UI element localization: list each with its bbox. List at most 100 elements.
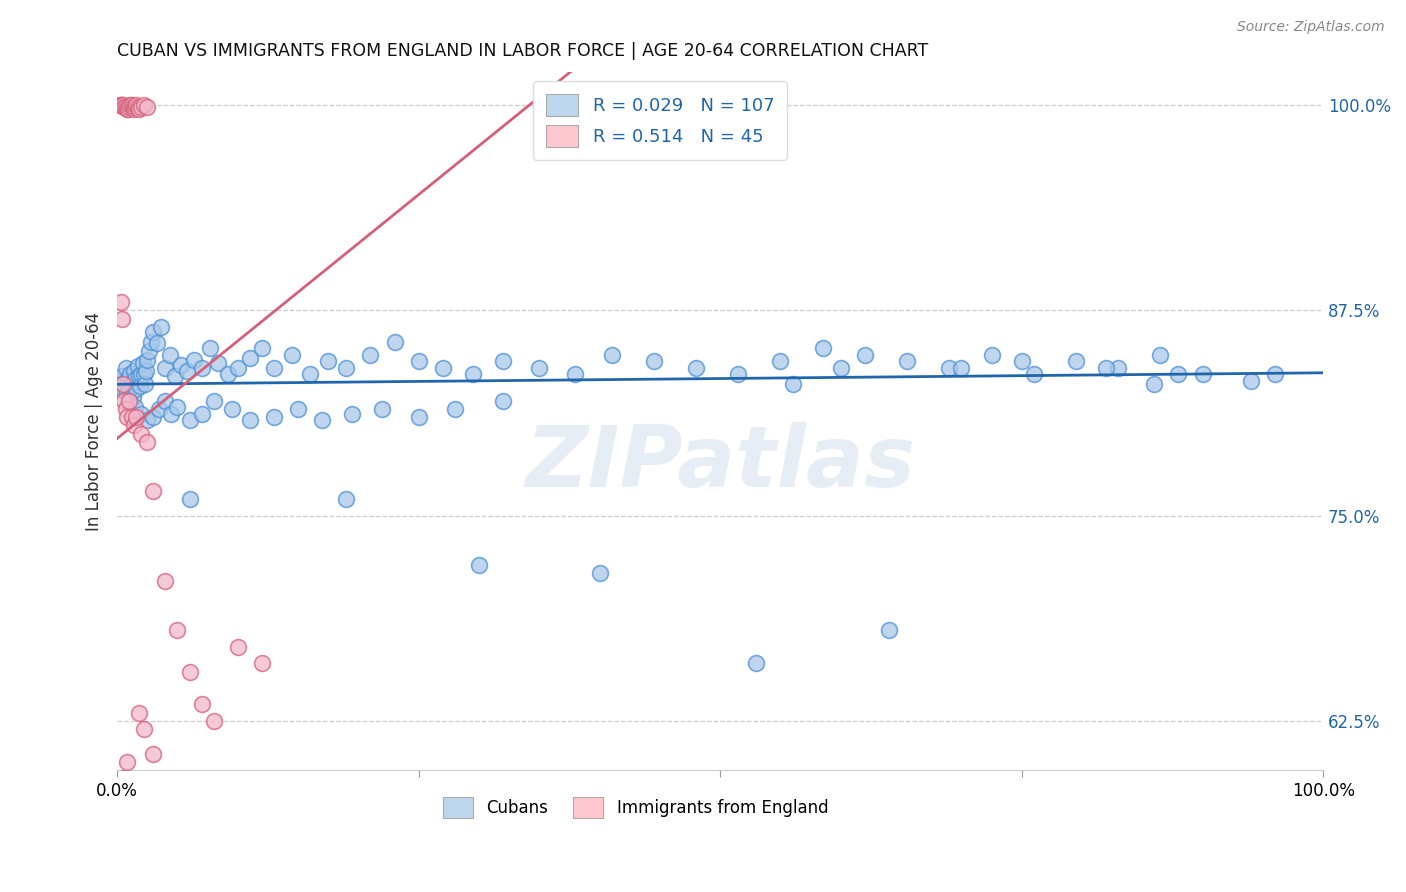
Point	[132, 722, 155, 736]
Point	[198, 341, 221, 355]
Point	[110, 380, 132, 394]
Point	[110, 295, 132, 310]
Point	[564, 368, 586, 382]
Point	[263, 410, 285, 425]
Point	[122, 102, 145, 116]
Point	[136, 100, 159, 114]
Point	[114, 401, 136, 416]
Point	[226, 640, 249, 654]
Point	[121, 98, 143, 112]
Point	[202, 714, 225, 728]
Point	[190, 698, 212, 712]
Point	[1167, 368, 1189, 382]
Point	[166, 401, 188, 415]
Point	[138, 344, 160, 359]
Point	[202, 393, 225, 408]
Point	[468, 558, 491, 572]
Point	[131, 368, 153, 382]
Point	[311, 413, 333, 427]
Point	[811, 341, 834, 355]
Point	[112, 393, 135, 408]
Point	[179, 413, 201, 427]
Point	[221, 401, 243, 416]
Point	[1095, 360, 1118, 375]
Point	[877, 624, 900, 638]
Point	[408, 354, 430, 368]
Point	[132, 98, 155, 112]
Point	[112, 376, 135, 390]
Point	[239, 413, 262, 427]
Point	[263, 360, 285, 375]
Point	[166, 624, 188, 638]
Point	[121, 391, 143, 405]
Point	[114, 100, 136, 114]
Point	[179, 492, 201, 507]
Point	[335, 360, 357, 375]
Point	[1064, 354, 1087, 368]
Point	[125, 382, 148, 396]
Point	[111, 311, 134, 326]
Point	[250, 657, 273, 671]
Point	[685, 360, 707, 375]
Legend: Cubans, Immigrants from England: Cubans, Immigrants from England	[436, 791, 835, 824]
Point	[1011, 354, 1033, 368]
Point	[117, 372, 139, 386]
Point	[492, 354, 515, 368]
Point	[1107, 360, 1129, 375]
Point	[117, 102, 139, 116]
Point	[124, 401, 146, 415]
Text: ZIPatlas: ZIPatlas	[524, 422, 915, 505]
Point	[170, 358, 193, 372]
Point	[108, 98, 131, 112]
Point	[115, 755, 138, 769]
Point	[124, 372, 146, 386]
Point	[142, 747, 165, 761]
Text: Source: ZipAtlas.com: Source: ZipAtlas.com	[1237, 20, 1385, 34]
Point	[727, 368, 749, 382]
Point	[1264, 368, 1286, 382]
Point	[600, 348, 623, 362]
Point	[131, 100, 153, 114]
Point	[142, 410, 165, 425]
Point	[115, 385, 138, 400]
Point	[148, 401, 170, 416]
Point	[342, 407, 364, 421]
Point	[160, 407, 183, 421]
Point	[139, 334, 162, 349]
Point	[896, 354, 918, 368]
Point	[359, 348, 381, 362]
Point	[128, 706, 150, 720]
Point	[122, 364, 145, 378]
Point	[125, 410, 148, 425]
Point	[287, 401, 309, 416]
Point	[1022, 368, 1045, 382]
Point	[492, 393, 515, 408]
Point	[121, 377, 143, 392]
Point	[134, 377, 156, 392]
Point	[118, 393, 141, 408]
Point	[142, 483, 165, 498]
Point	[371, 401, 394, 416]
Point	[335, 492, 357, 507]
Point	[384, 334, 406, 349]
Point	[159, 348, 181, 362]
Point	[112, 98, 135, 112]
Point	[461, 368, 484, 382]
Point	[155, 574, 177, 589]
Point	[128, 102, 150, 116]
Point	[432, 360, 454, 375]
Point	[111, 98, 134, 112]
Point	[588, 566, 610, 580]
Point	[127, 359, 149, 374]
Point	[769, 354, 792, 368]
Point	[782, 377, 804, 392]
Point	[226, 360, 249, 375]
Point	[136, 352, 159, 367]
Point	[120, 98, 142, 112]
Point	[745, 657, 768, 671]
Point	[146, 336, 169, 351]
Point	[1240, 374, 1263, 388]
Point	[149, 319, 172, 334]
Point	[108, 374, 131, 388]
Point	[281, 348, 304, 362]
